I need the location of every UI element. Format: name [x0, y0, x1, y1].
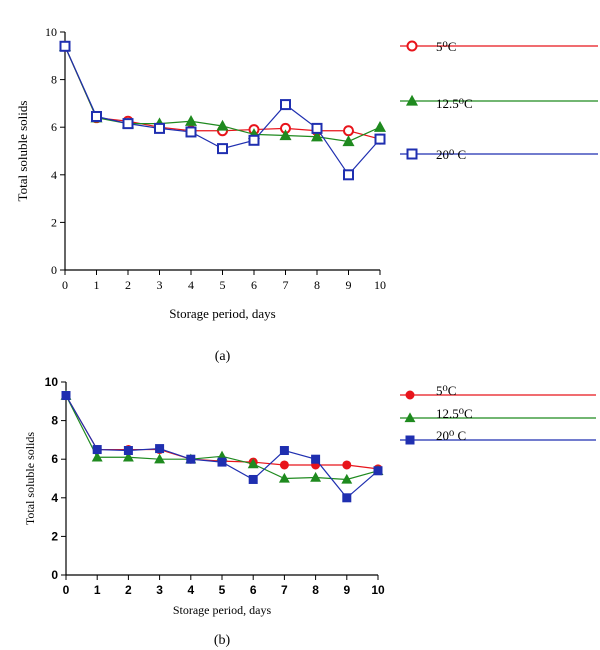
legend-marker: [406, 40, 418, 52]
data-point: [279, 446, 289, 456]
series-line: [65, 395, 379, 499]
legend-marker: [405, 390, 415, 400]
data-point: [154, 453, 166, 464]
x-tick-label: 0: [62, 278, 68, 292]
x-tick-label: 10: [374, 278, 386, 292]
data-point: [342, 135, 355, 147]
legend-label: 12.5⁰C: [436, 406, 473, 421]
data-point: [248, 134, 260, 146]
x-axis-title: Storage period, days: [169, 306, 276, 321]
legend-label: 20⁰ C: [436, 428, 466, 443]
data-point: [279, 460, 289, 470]
x-tick-label: 1: [94, 278, 100, 292]
y-tick-label: 8: [51, 414, 58, 428]
y-tick-label: 10: [45, 375, 59, 389]
x-axis-title: Storage period, days: [173, 603, 272, 617]
data-point: [341, 473, 353, 484]
data-point: [186, 454, 196, 464]
data-point: [91, 451, 103, 462]
series-line: [64, 46, 381, 176]
x-tick-label: 10: [371, 583, 385, 597]
legend-label: 5⁰C: [436, 383, 456, 398]
data-point: [343, 169, 354, 181]
data-point: [154, 122, 165, 134]
data-point: [216, 119, 229, 131]
x-tick-label: 9: [343, 583, 350, 597]
x-tick-label: 0: [63, 583, 70, 597]
y-tick-label: 2: [51, 215, 57, 229]
legend-marker: [405, 435, 415, 445]
data-point: [343, 125, 354, 137]
panel-label: (a): [215, 349, 231, 364]
data-point: [91, 110, 102, 122]
data-point: [311, 122, 323, 134]
x-tick-label: 8: [312, 583, 319, 597]
data-point: [217, 143, 228, 155]
legend-marker: [404, 412, 416, 423]
legend-label: 5⁰C: [436, 39, 456, 54]
x-tick-label: 5: [220, 278, 226, 292]
data-point: [279, 129, 292, 141]
y-tick-label: 10: [45, 25, 57, 39]
y-axis-title: Total soluble solids: [15, 101, 30, 202]
x-tick-label: 2: [125, 278, 131, 292]
data-point: [310, 471, 322, 482]
y-axis-title: Total soluble solids: [23, 432, 37, 525]
y-tick-label: 8: [51, 73, 57, 87]
y-tick-label: 6: [51, 452, 58, 466]
data-point: [373, 120, 387, 132]
y-tick-label: 0: [51, 263, 57, 277]
x-tick-label: 4: [188, 278, 194, 292]
data-point: [217, 457, 227, 467]
series-line: [65, 395, 379, 481]
legend-marker: [406, 148, 418, 160]
data-point: [61, 391, 71, 401]
y-tick-label: 2: [51, 529, 58, 543]
legend-marker: [405, 94, 419, 106]
x-tick-label: 3: [156, 583, 163, 597]
data-point: [122, 118, 134, 130]
y-tick-label: 0: [51, 568, 58, 582]
x-tick-label: 7: [281, 583, 288, 597]
data-point: [278, 472, 290, 483]
y-tick-label: 4: [51, 491, 58, 505]
x-tick-label: 1: [94, 583, 101, 597]
data-point: [248, 474, 258, 484]
x-tick-label: 2: [125, 583, 132, 597]
data-point: [373, 466, 383, 476]
data-point: [280, 99, 291, 111]
x-tick-label: 8: [314, 278, 320, 292]
data-point: [123, 446, 133, 456]
chart-panel-a: 0 1 2 3 4 5 6 7 8 9 10 0 2 4 6 8 10 Storage period, days T…: [15, 25, 598, 364]
data-point: [342, 460, 352, 470]
data-point: [247, 458, 259, 469]
data-point: [185, 126, 197, 138]
x-tick-label: 6: [250, 583, 257, 597]
data-point: [122, 451, 134, 462]
data-point: [342, 493, 352, 503]
data-point: [311, 454, 321, 464]
y-tick-label: 6: [51, 120, 57, 134]
legend-label: 20⁰ C: [436, 147, 466, 162]
x-tick-label: 9: [346, 278, 352, 292]
y-tick-label: 4: [51, 168, 57, 182]
data-point: [184, 115, 198, 126]
panel-label: (b): [214, 633, 231, 648]
x-tick-label: 6: [251, 278, 257, 292]
x-tick-label: 5: [219, 583, 226, 597]
x-tick-label: 7: [283, 278, 289, 292]
chart-panel-b: 0 1 2 3 4 5 6 7 8 9 10 0 2 4 6 8 10 Storage period, days T…: [23, 375, 596, 648]
legend-label: 12.5⁰C: [436, 96, 473, 111]
data-point: [59, 40, 71, 52]
data-point: [92, 445, 102, 455]
x-tick-label: 3: [157, 278, 163, 292]
data-point: [374, 133, 386, 145]
x-tick-label: 4: [187, 583, 194, 597]
data-point: [155, 444, 165, 454]
data-point: [310, 130, 324, 142]
